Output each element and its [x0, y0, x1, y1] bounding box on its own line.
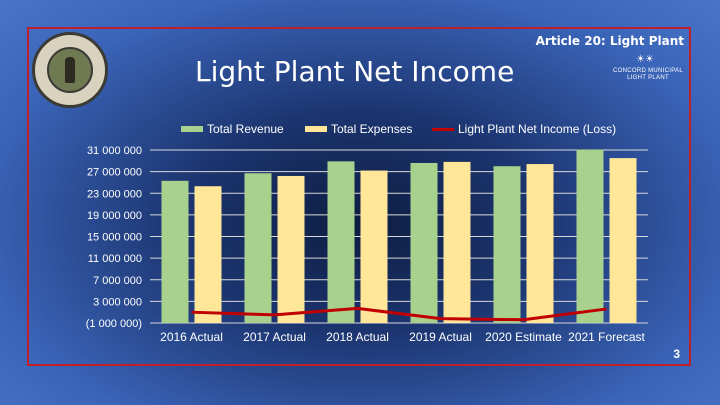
logo-line-2: LIGHT PLANT	[627, 75, 669, 81]
gridlines	[150, 149, 648, 324]
y-tick-label: 7 000 000	[93, 275, 142, 287]
y-tick-label: 27 000 000	[87, 167, 142, 179]
y-tick-label: (1 000 000)	[86, 318, 142, 330]
y-tick-label: 19 000 000	[87, 210, 142, 222]
legend-swatch-revenue	[181, 126, 203, 132]
bar-total-revenue	[327, 161, 355, 323]
bar-total-expenses	[443, 161, 471, 323]
legend-item-expenses: Total Expenses	[305, 122, 412, 136]
article-label: Article 20: Light Plant	[535, 34, 684, 48]
legend-item-net-income: Light Plant Net Income (Loss)	[432, 122, 616, 136]
bar-total-expenses	[277, 175, 305, 323]
bar-total-expenses	[609, 158, 637, 323]
bar-total-revenue	[493, 166, 521, 323]
legend-swatch-net-income	[432, 127, 454, 131]
page-title: Light Plant Net Income	[195, 55, 515, 88]
bar-total-expenses	[526, 164, 554, 323]
bar-total-revenue	[410, 162, 438, 323]
legend-item-revenue: Total Revenue	[181, 122, 284, 136]
legend-label-net-income: Light Plant Net Income (Loss)	[458, 122, 617, 136]
town-seal-logo	[32, 32, 108, 108]
legend-swatch-expenses	[305, 126, 327, 132]
page-number: 3	[673, 347, 680, 361]
bar-total-revenue	[161, 180, 189, 323]
y-axis-labels: 31 000 000 27 000 000 23 000 000 19 000 000…	[86, 145, 142, 330]
x-tick-label: 2017 Actual	[243, 330, 306, 344]
x-tick-label: 2021 Forecast	[568, 330, 645, 344]
x-tick-label: 2018 Actual	[326, 330, 389, 344]
y-tick-label: 15 000 000	[87, 232, 142, 244]
bars	[161, 149, 637, 323]
x-tick-label: 2019 Actual	[409, 330, 472, 344]
net-income-line	[191, 306, 607, 322]
chart-legend: Total Revenue Total Expenses Light Plant…	[0, 122, 720, 138]
net-income-polyline	[191, 306, 607, 322]
y-tick-label: 3 000 000	[93, 296, 142, 308]
bulb-icon: ☀☀	[636, 54, 654, 65]
legend-label-expenses: Total Expenses	[331, 122, 413, 136]
seal-center	[47, 47, 93, 93]
logo-line-1: CONCORD MUNICIPAL	[613, 68, 683, 74]
concord-light-plant-logo: ☀☀ CONCORD MUNICIPAL LIGHT PLANT	[612, 54, 684, 84]
y-tick-label: 23 000 000	[87, 188, 142, 200]
slide-frame	[27, 27, 691, 366]
bar-total-revenue	[244, 173, 272, 323]
x-tick-label: 2020 Estimate	[485, 330, 562, 344]
y-tick-label: 11 000 000	[88, 253, 142, 265]
bar-total-revenue	[576, 149, 604, 323]
legend-label-revenue: Total Revenue	[207, 122, 284, 136]
x-axis-labels: 2016 Actual 2017 Actual 2018 Actual 2019 Ac…	[160, 330, 645, 344]
bar-total-expenses	[194, 186, 222, 323]
x-tick-label: 2016 Actual	[160, 330, 223, 344]
y-tick-label: 31 000 000	[87, 145, 142, 157]
bar-total-expenses	[360, 170, 388, 323]
seal-figure-icon	[65, 57, 75, 83]
